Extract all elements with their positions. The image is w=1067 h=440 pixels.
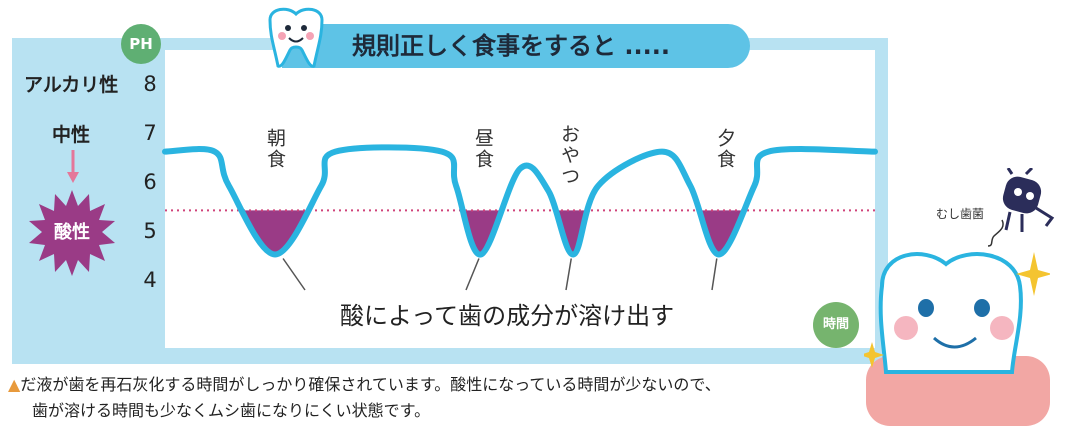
acidic-label: 酸性 [54,222,90,243]
y-tick-label: 5 [143,219,156,243]
footnote-line2: 歯が溶ける時間も少なくムシ歯になりにくい状態です。 [32,401,431,420]
footnote: ▲だ液が歯を再石灰化する時間がしっかり確保されています。酸性になっている時間が少… [8,372,721,424]
meal-label-lunch: 昼食 [472,128,494,170]
neutral-label: 中性 [52,124,91,146]
chart-title: 規則正しく食事をすると ..... [352,32,670,60]
arrow-down-icon [67,150,79,183]
germ-pointer-icon [987,219,1004,247]
tooth-character-icon [864,252,1050,426]
y-tick-label: 7 [143,121,156,145]
germ-label: むし歯菌 [936,207,985,221]
alkaline-label: アルカリ性 [24,74,119,96]
title-banner [282,24,750,68]
plot-area [165,50,875,348]
leader-line [565,258,572,291]
meal-label-breakfast: 朝食 [264,128,286,170]
leader-line [282,258,306,291]
acid-burst-icon [29,190,115,276]
time-badge: 時間 [813,302,859,348]
dissolve-caption: 酸によって歯の成分が溶け出す [340,302,675,330]
meal-label-snack: おやつ [558,124,580,187]
meal-label-dinner: 夕食 [714,128,736,170]
ph-series-line [162,144,878,258]
y-tick-label: 4 [143,268,156,292]
leader-line [465,258,480,291]
tooth-mascot-icon [268,7,324,68]
y-tick-label: 8 [143,72,156,96]
y-tick-label: 6 [143,170,156,194]
footnote-marker: ▲ [8,375,21,394]
leader-line [711,258,718,291]
footnote-line1: だ液が歯を再石灰化する時間がしっかり確保されています。酸性になっている時間が少な… [20,375,721,394]
ph-badge: PH [121,24,161,64]
germ-icon [1002,168,1055,232]
